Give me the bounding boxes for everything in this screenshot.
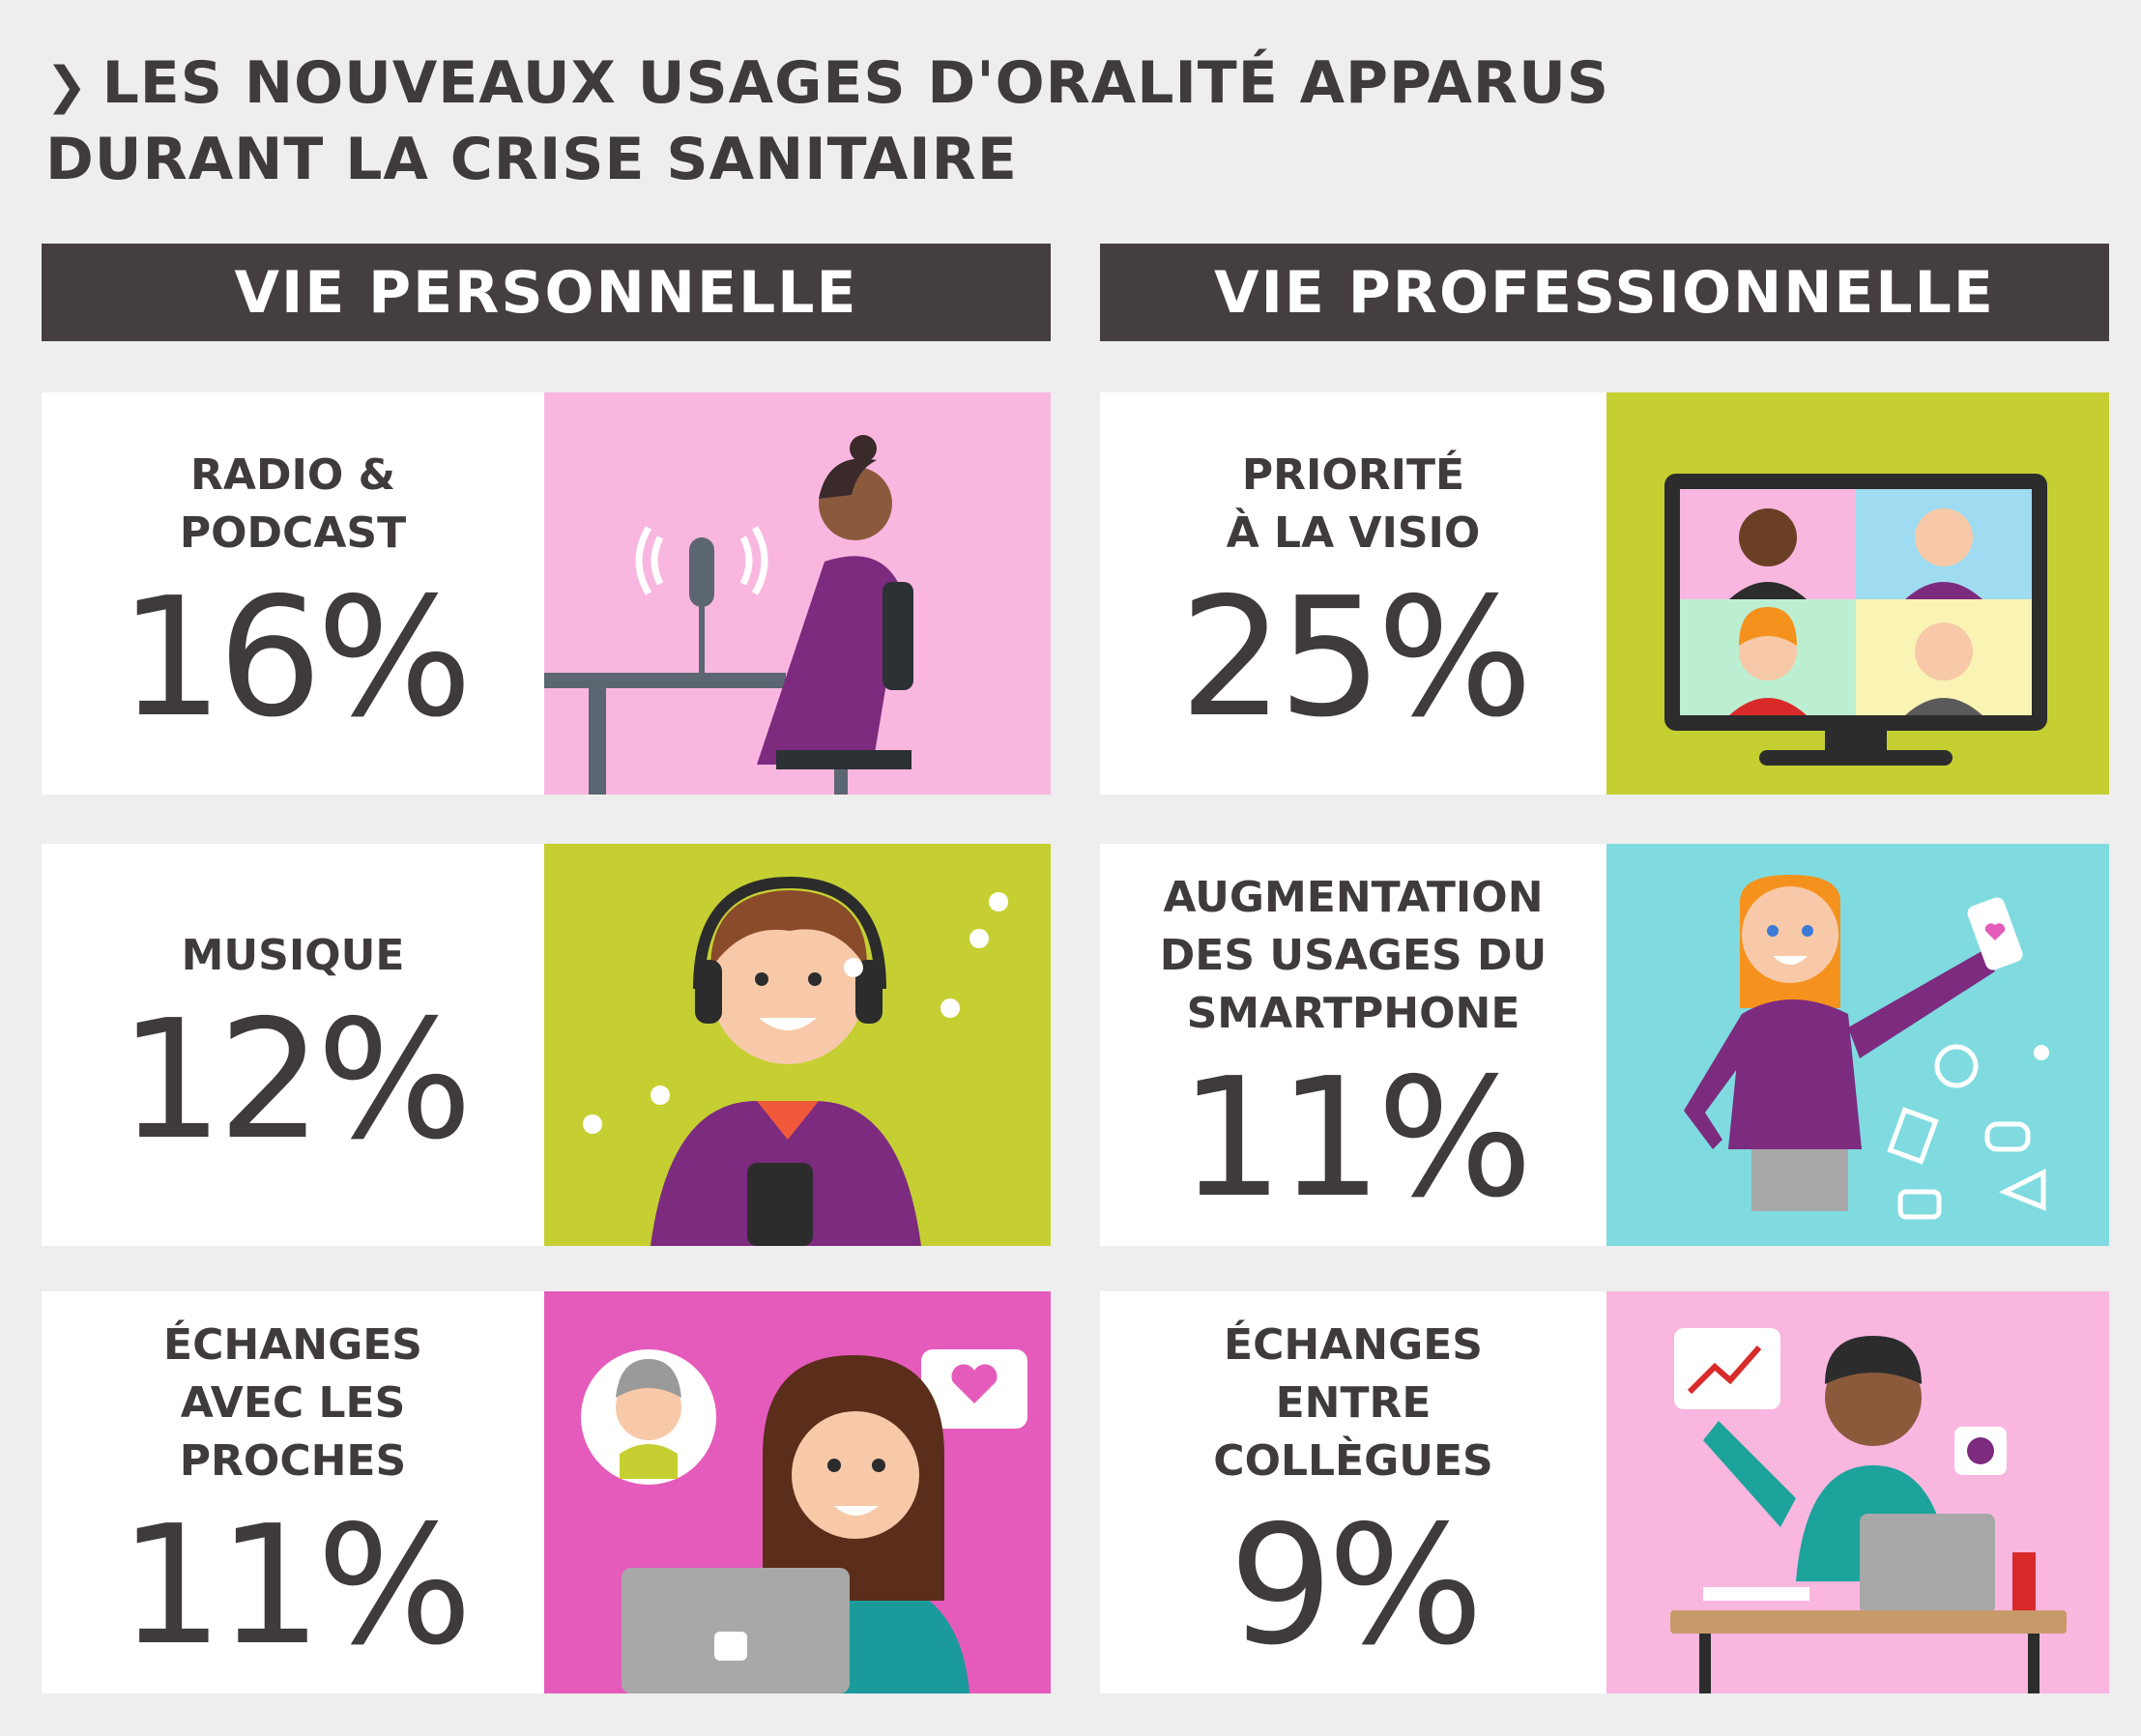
card-text: RADIO & PODCAST 16% bbox=[42, 392, 544, 795]
card-percentage: 9% bbox=[1229, 1490, 1484, 1682]
column-header-professional: VIE PROFESSIONNELLE bbox=[1100, 244, 2109, 341]
card-label: AUGMENTATION DES USAGES DU SMARTPHONE bbox=[1159, 873, 1548, 1038]
card-radio-podcast: RADIO & PODCAST 16% bbox=[42, 392, 1051, 795]
page-title: ❯ LES NOUVEAUX USAGES D'ORALITÉ APPARUS D… bbox=[45, 46, 1882, 196]
title-line-2: DURANT LA CRISE SANITAIRE bbox=[45, 126, 1018, 193]
music-illustration bbox=[544, 844, 1051, 1246]
card-musique: MUSIQUE 12% bbox=[42, 844, 1051, 1246]
card-echanges-collegues: ÉCHANGES ENTRE COLLÈGUES 9% bbox=[1100, 1291, 2109, 1693]
colleagues-illustration bbox=[1606, 1291, 2109, 1693]
video-conference-illustration bbox=[1606, 392, 2109, 795]
card-text: AUGMENTATION DES USAGES DU SMARTPHONE 11% bbox=[1100, 844, 1606, 1246]
card-label: RADIO & PODCAST bbox=[179, 450, 407, 558]
card-label: ÉCHANGES AVEC LES PROCHES bbox=[163, 1320, 422, 1486]
card-text: PRIORITÉ À LA VISIO 25% bbox=[1100, 392, 1606, 795]
card-percentage: 12% bbox=[119, 985, 473, 1176]
card-priorite-visio: PRIORITÉ À LA VISIO 25% bbox=[1100, 392, 2109, 795]
card-percentage: 25% bbox=[1179, 563, 1533, 754]
card-smartphone: AUGMENTATION DES USAGES DU SMARTPHONE 11% bbox=[1100, 844, 2109, 1246]
card-label: ÉCHANGES ENTRE COLLÈGUES bbox=[1213, 1320, 1493, 1486]
card-echanges-proches: ÉCHANGES AVEC LES PROCHES 11% bbox=[42, 1291, 1051, 1693]
smartphone-illustration bbox=[1606, 844, 2109, 1246]
card-text: ÉCHANGES AVEC LES PROCHES 11% bbox=[42, 1291, 544, 1693]
card-label: PRIORITÉ À LA VISIO bbox=[1226, 450, 1481, 558]
title-line-1: LES NOUVEAUX USAGES D'ORALITÉ APPARUS bbox=[101, 49, 1610, 117]
card-percentage: 11% bbox=[1179, 1043, 1533, 1234]
podcast-illustration bbox=[544, 392, 1051, 795]
card-percentage: 11% bbox=[119, 1490, 473, 1682]
card-text: MUSIQUE 12% bbox=[42, 844, 544, 1246]
family-call-illustration bbox=[544, 1291, 1051, 1693]
card-percentage: 16% bbox=[119, 563, 473, 754]
chevron-right-icon: ❯ bbox=[45, 57, 89, 115]
card-label: MUSIQUE bbox=[181, 931, 405, 980]
column-header-personal: VIE PERSONNELLE bbox=[42, 244, 1051, 341]
card-text: ÉCHANGES ENTRE COLLÈGUES 9% bbox=[1100, 1291, 1606, 1693]
